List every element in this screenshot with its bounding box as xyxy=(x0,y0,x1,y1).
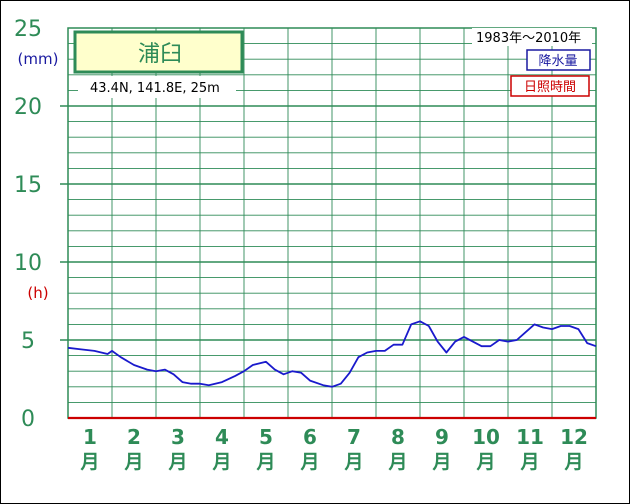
station-name: 浦臼 xyxy=(138,42,182,67)
y-tick-label: 10 xyxy=(14,251,42,276)
coords-box: 43.4N, 141.8E, 25m xyxy=(78,76,236,98)
station-box-bg xyxy=(73,30,244,74)
x-tick-label: 11 xyxy=(516,425,544,449)
x-tick-label: 6 xyxy=(303,425,317,449)
x-tick-label: 1 xyxy=(83,425,97,449)
x-tick-label: 3 xyxy=(171,425,185,449)
x-tick-month-kanji: 月 xyxy=(563,451,583,473)
y-tick-label: 0 xyxy=(21,407,35,432)
legend-sunshine-label: 日照時間 xyxy=(524,80,576,95)
x-tick-month-kanji: 月 xyxy=(299,451,319,473)
legend-sunshine: 日照時間 xyxy=(510,75,590,97)
y-tick-label: 25 xyxy=(14,17,42,42)
series-line-sunshine xyxy=(67,320,597,388)
period-box-bg xyxy=(472,28,592,46)
x-tick-label: 5 xyxy=(259,425,273,449)
legend-sunshine-box xyxy=(510,75,590,97)
period-label: 1983年～2010年 xyxy=(476,31,581,46)
x-tick-month-kanji: 月 xyxy=(475,451,495,473)
unit-h-label: (h) xyxy=(27,284,48,302)
y-axis-ticks: 0 5 10 15 20 25 xyxy=(14,17,42,432)
x-tick-month-kanji: 月 xyxy=(255,451,275,473)
x-tick-label: 12 xyxy=(560,425,588,449)
unit-mm-label: (mm) xyxy=(18,50,59,68)
legend-precip: 降水量 xyxy=(526,49,591,71)
y-tick-label: 5 xyxy=(21,329,35,354)
period-box: 1983年～2010年 xyxy=(472,28,592,46)
x-tick-label: 8 xyxy=(391,425,405,449)
x-tick-month-kanji: 月 xyxy=(79,451,99,473)
station-coords: 43.4N, 141.8E, 25m xyxy=(90,81,220,96)
x-tick-month-kanji: 月 xyxy=(211,451,231,473)
x-tick-month-kanji: 月 xyxy=(123,451,143,473)
legend-precip-box xyxy=(526,49,591,71)
x-tick-month-kanji: 月 xyxy=(343,451,363,473)
x-tick-label: 4 xyxy=(215,425,229,449)
legend-precip-label: 降水量 xyxy=(538,54,577,69)
coords-box-bg xyxy=(78,76,236,98)
y-tick-label: 20 xyxy=(14,95,42,120)
x-tick-label: 9 xyxy=(435,425,449,449)
y-tick-label: 15 xyxy=(14,173,42,198)
x-tick-month-kanji: 月 xyxy=(431,451,451,473)
x-tick-month-kanji: 月 xyxy=(519,451,539,473)
x-tick-label: 2 xyxy=(127,425,141,449)
x-tick-label: 7 xyxy=(347,425,361,449)
series-layer xyxy=(67,320,597,420)
x-tick-month-kanji: 月 xyxy=(167,451,187,473)
x-tick-month-kanji: 月 xyxy=(387,451,407,473)
x-tick-label: 10 xyxy=(472,425,500,449)
station-box: 浦臼 xyxy=(73,30,244,74)
